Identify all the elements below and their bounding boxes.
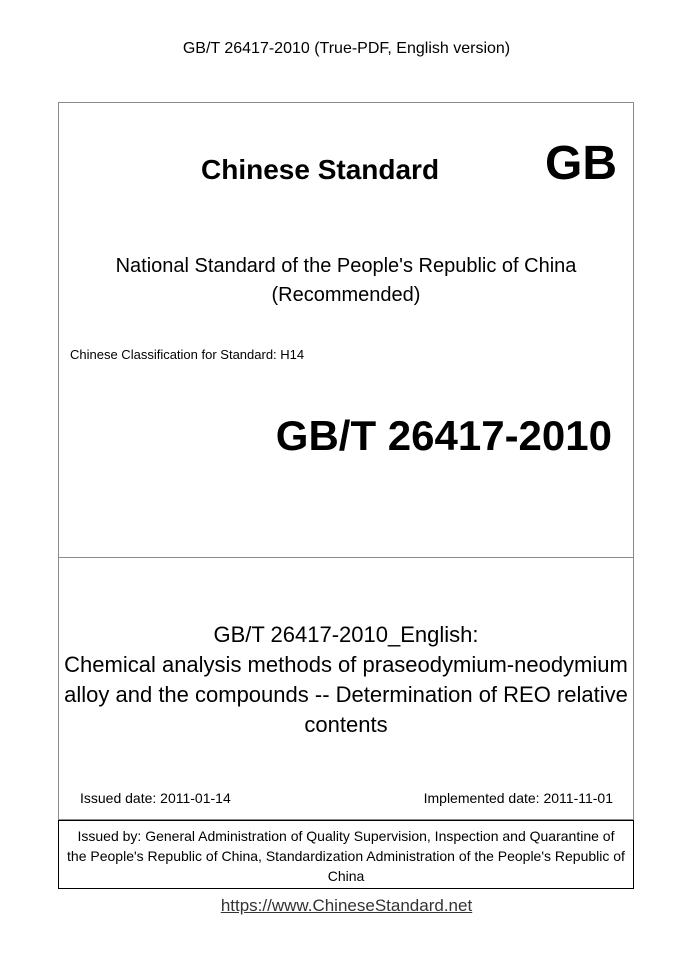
website-link[interactable]: https://www.ChineseStandard.net [220,896,473,915]
issuer-line-2: the People's Republic of China, Standard… [67,848,625,864]
standard-title: GB/T 26417-2010_English: Chemical analys… [58,620,634,740]
implemented-date: Implemented date: 2011-11-01 [423,790,613,806]
document-header-title: GB/T 26417-2010 (True-PDF, English versi… [182,40,511,57]
gb-mark: GB [545,137,617,190]
issuer-line-1: Issued by: General Administration of Qua… [77,828,615,844]
national-standard-label: National Standard of the People's Republ… [58,252,634,310]
title-line-1: GB/T 26417-2010_English: [213,622,479,647]
section-divider [58,557,634,558]
title-line-4: contents [304,712,388,737]
cover-frame [58,102,634,820]
national-line-2: (Recommended) [271,284,421,306]
title-line-3: alloy and the compounds -- Determination… [64,682,628,707]
standard-code: GB/T 26417-2010 [275,412,612,459]
issued-date: Issued date: 2011-01-14 [80,790,231,806]
issuer-box: Issued by: General Administration of Qua… [58,820,634,889]
title-line-2: Chemical analysis methods of praseodymiu… [64,652,628,677]
brand-name: Chinese Standard [201,154,440,185]
classification: Chinese Classification for Standard: H14 [70,347,305,362]
national-line-1: National Standard of the People's Republ… [115,255,577,277]
issuer-line-3: China [327,868,365,884]
